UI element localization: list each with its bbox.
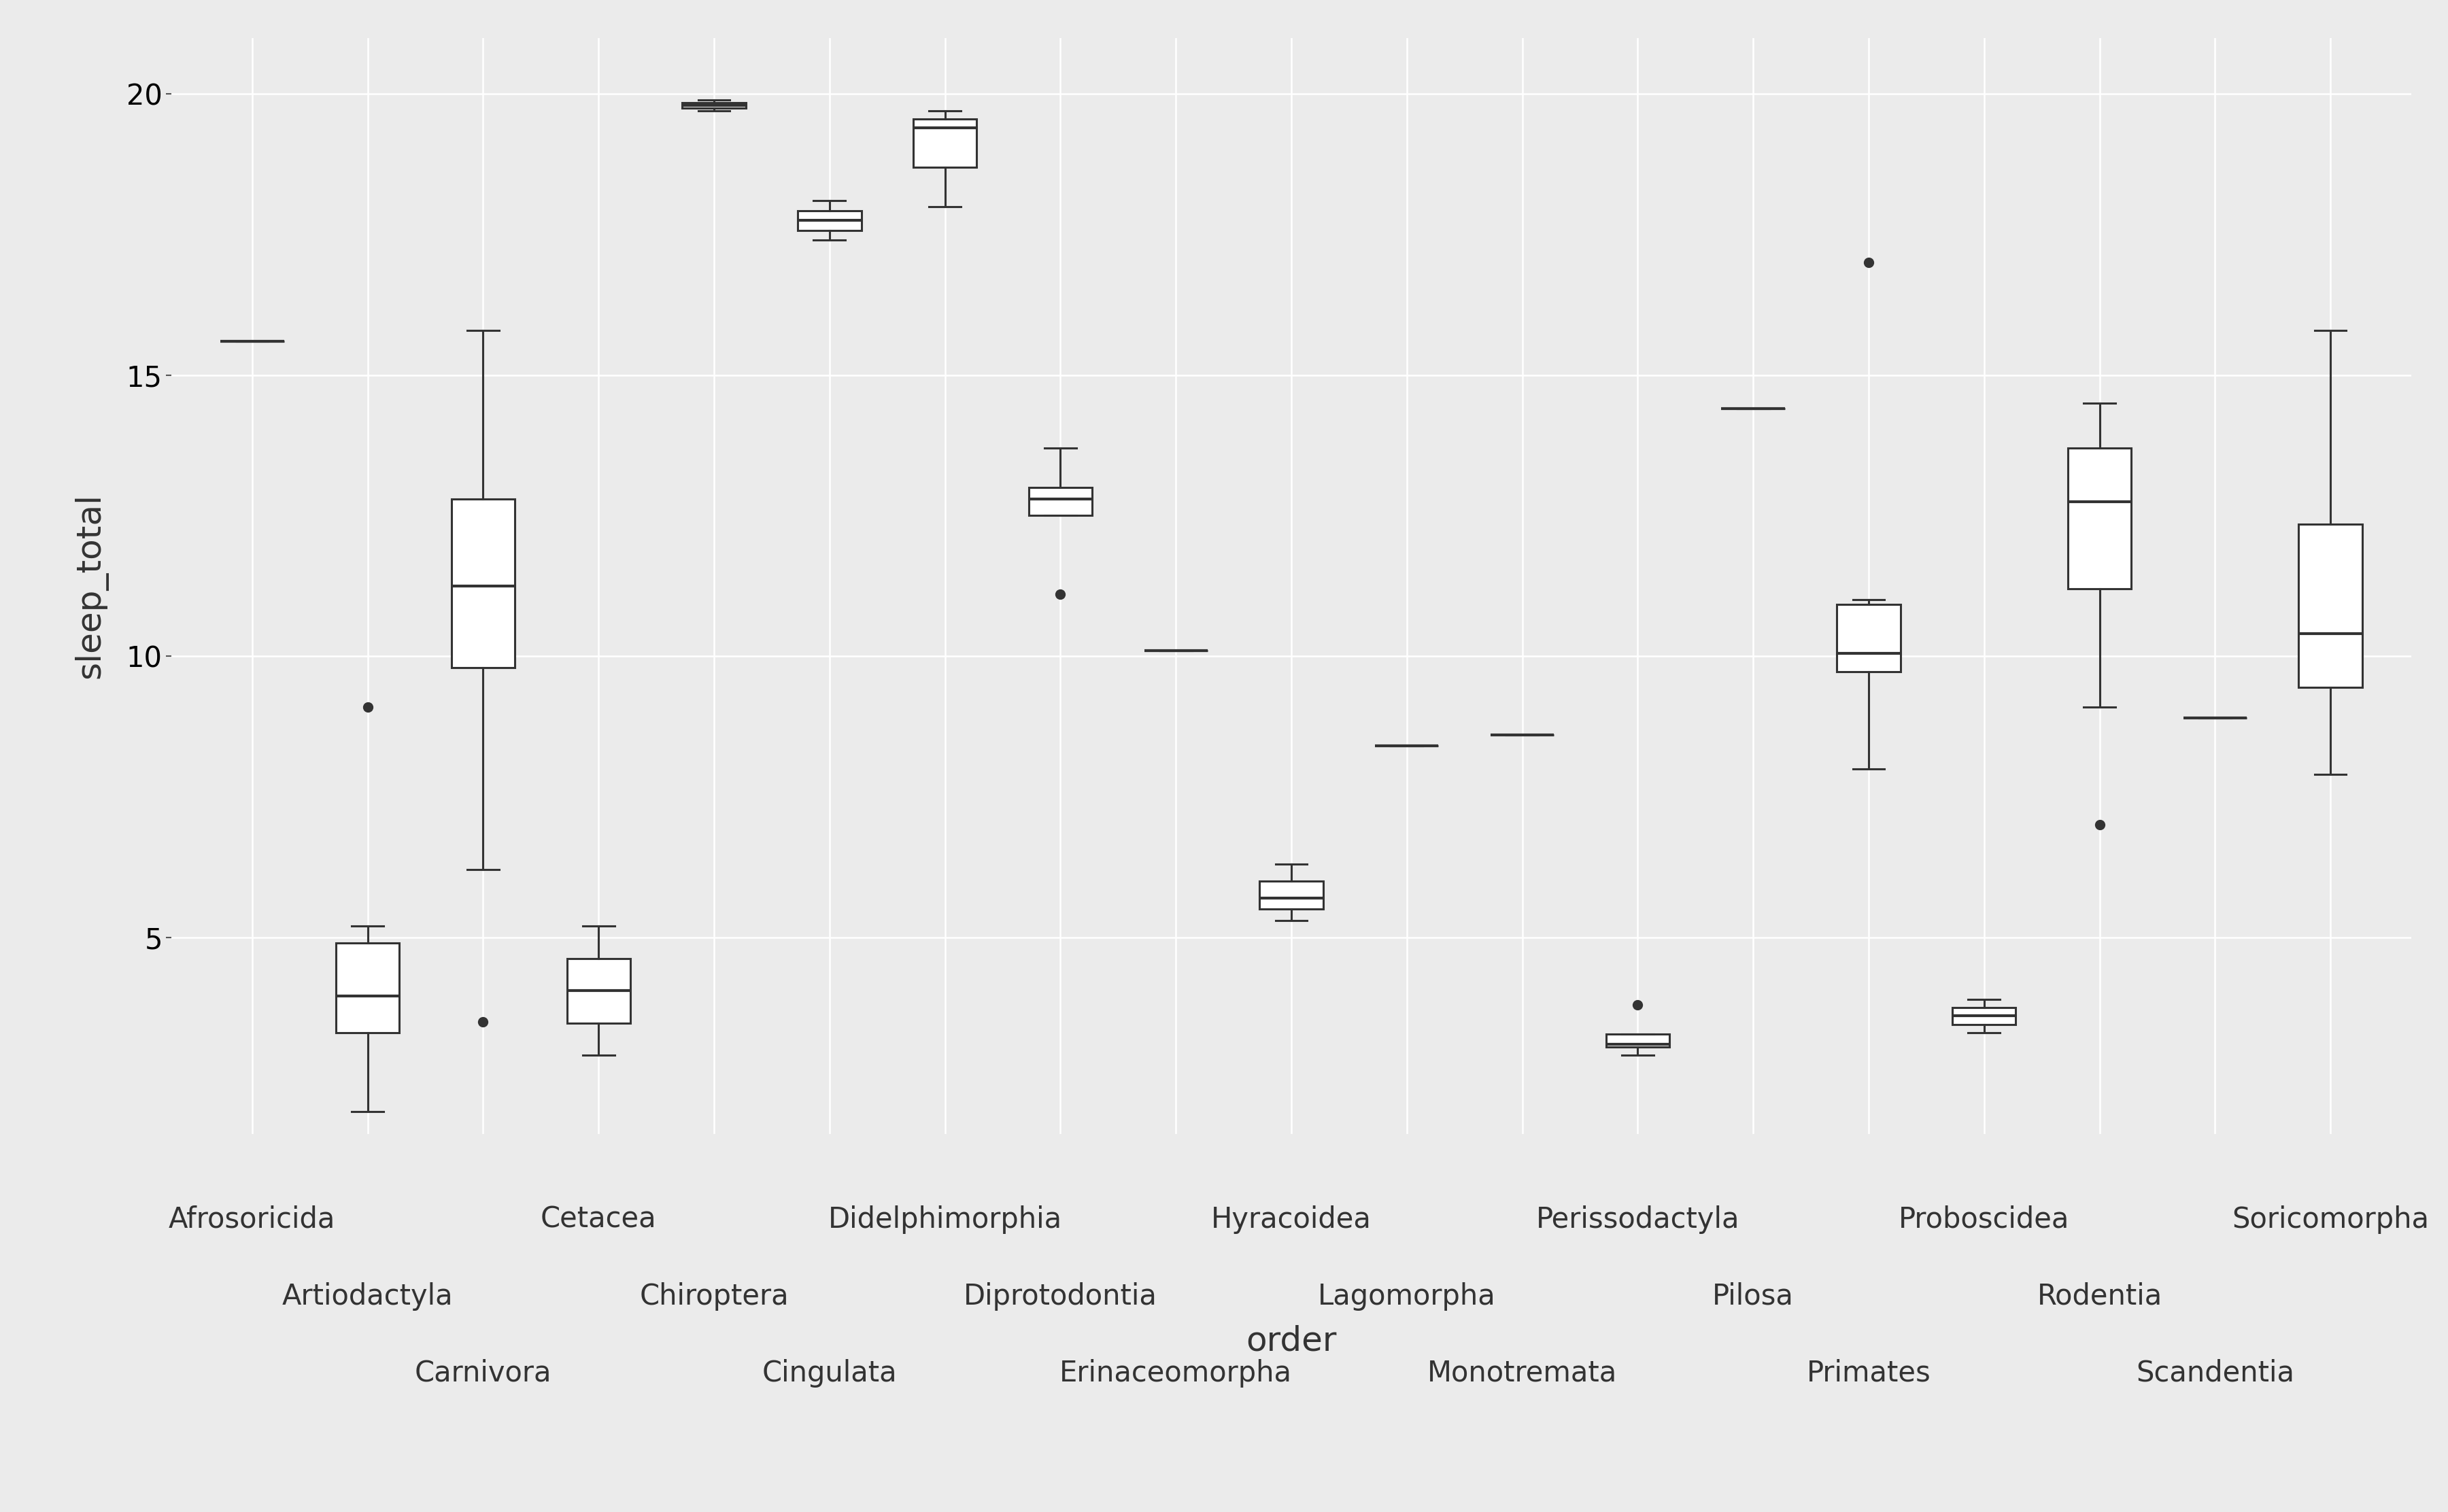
Text: Cetacea: Cetacea	[541, 1205, 656, 1234]
PathPatch shape	[798, 210, 862, 230]
Text: Erinaceomorpha: Erinaceomorpha	[1060, 1359, 1293, 1388]
PathPatch shape	[913, 119, 977, 168]
Text: Rodentia: Rodentia	[2037, 1282, 2162, 1311]
PathPatch shape	[335, 943, 399, 1033]
Text: Pilosa: Pilosa	[1714, 1282, 1794, 1311]
X-axis label: order: order	[1246, 1325, 1337, 1358]
PathPatch shape	[1261, 881, 1322, 909]
PathPatch shape	[450, 499, 514, 667]
Text: Monotremata: Monotremata	[1427, 1359, 1618, 1388]
PathPatch shape	[683, 103, 747, 107]
Text: Hyracoidea: Hyracoidea	[1212, 1205, 1371, 1234]
Text: Scandentia: Scandentia	[2135, 1359, 2294, 1388]
Text: Primates: Primates	[1807, 1359, 1931, 1388]
PathPatch shape	[1836, 605, 1900, 671]
Text: Perissodactyla: Perissodactyla	[1535, 1205, 1741, 1234]
Text: Soricomorpha: Soricomorpha	[2233, 1205, 2428, 1234]
Text: Artiodactyla: Artiodactyla	[282, 1282, 453, 1311]
PathPatch shape	[2299, 525, 2362, 686]
Y-axis label: sleep_total: sleep_total	[73, 493, 108, 679]
PathPatch shape	[568, 959, 629, 1024]
PathPatch shape	[1954, 1007, 2015, 1025]
Text: Proboscidea: Proboscidea	[1900, 1205, 2069, 1234]
Text: Didelphimorphia: Didelphimorphia	[827, 1205, 1062, 1234]
PathPatch shape	[1028, 487, 1092, 516]
Text: Chiroptera: Chiroptera	[639, 1282, 788, 1311]
Text: Afrosoricida: Afrosoricida	[169, 1205, 335, 1234]
PathPatch shape	[2069, 448, 2132, 588]
Text: Lagomorpha: Lagomorpha	[1317, 1282, 1496, 1311]
Text: Carnivora: Carnivora	[414, 1359, 551, 1388]
PathPatch shape	[1606, 1034, 1670, 1046]
Text: Diprotodontia: Diprotodontia	[965, 1282, 1158, 1311]
Text: Cingulata: Cingulata	[761, 1359, 896, 1388]
